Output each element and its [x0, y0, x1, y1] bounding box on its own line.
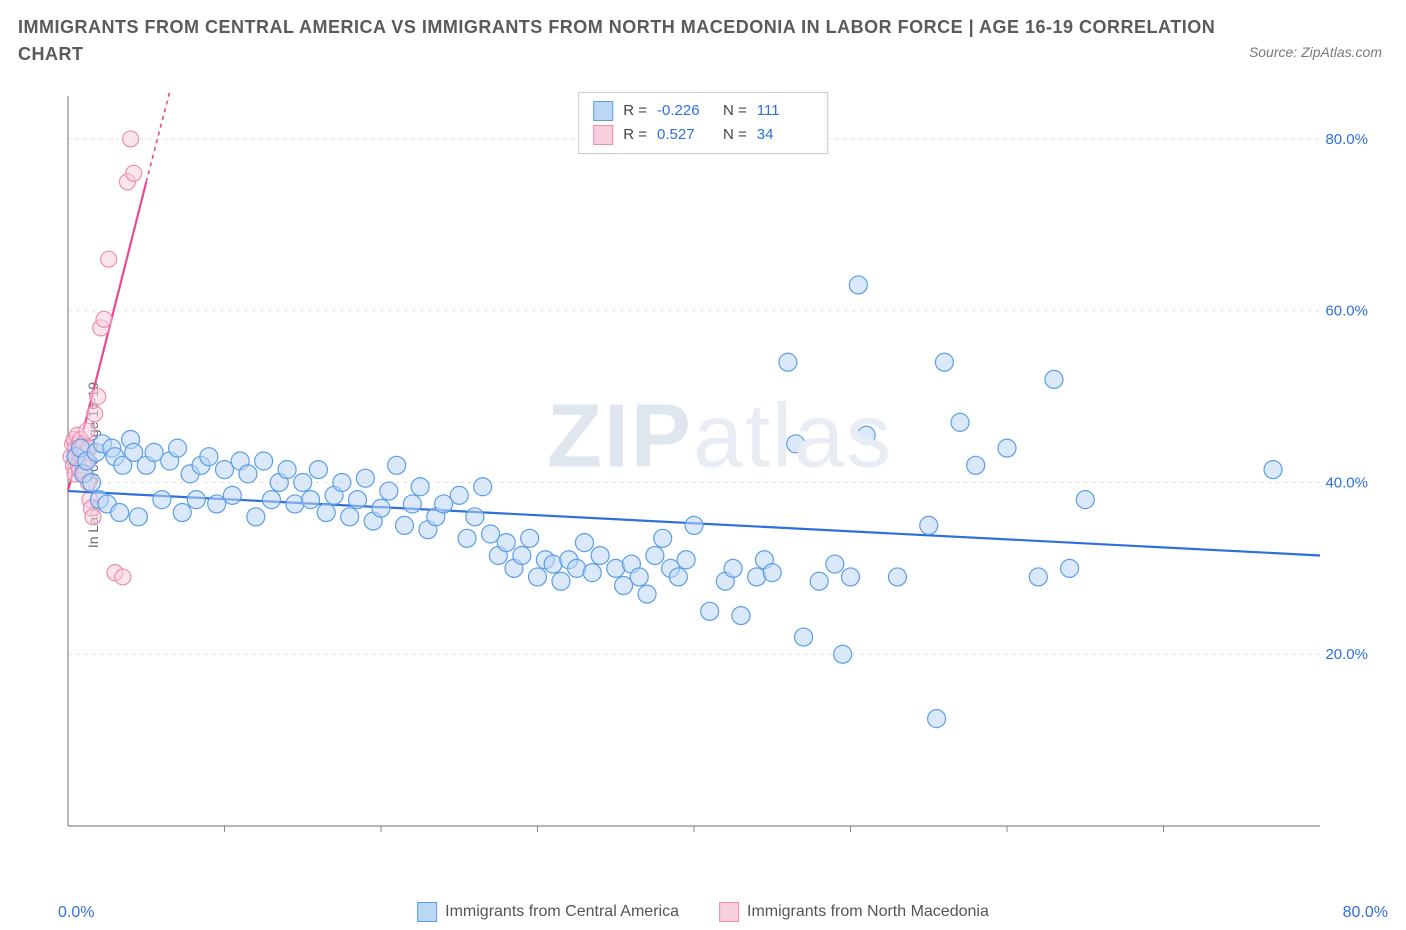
legend-item-series-1: Immigrants from North Macedonia — [719, 902, 989, 922]
legend-n-label: N = — [723, 123, 747, 147]
scatter-chart: 20.0%40.0%60.0%80.0% ZIPatlas — [60, 90, 1380, 860]
legend-swatch-bottom-1 — [719, 902, 739, 922]
svg-text:80.0%: 80.0% — [1325, 131, 1368, 148]
legend-swatch-series-0 — [593, 101, 613, 121]
chart-page: IMMIGRANTS FROM CENTRAL AMERICA VS IMMIG… — [0, 0, 1406, 930]
legend-item-series-0: Immigrants from Central America — [417, 902, 679, 922]
legend-n-label: N = — [723, 99, 747, 123]
x-axis-min-label: 0.0% — [58, 904, 94, 922]
legend-n-value-1: 34 — [757, 123, 813, 147]
legend-r-label: R = — [623, 99, 647, 123]
legend-row-series-0: R = -0.226 N = 111 — [593, 99, 813, 123]
x-axis-max-label: 80.0% — [1343, 904, 1388, 922]
svg-text:40.0%: 40.0% — [1325, 474, 1368, 491]
legend-row-series-1: R = 0.527 N = 34 — [593, 123, 813, 147]
legend-r-value-0: -0.226 — [657, 99, 713, 123]
legend-r-label: R = — [623, 123, 647, 147]
legend-swatch-series-1 — [593, 125, 613, 145]
legend-label-series-0: Immigrants from Central America — [445, 903, 679, 921]
chart-title: IMMIGRANTS FROM CENTRAL AMERICA VS IMMIG… — [18, 14, 1286, 68]
chart-svg: 20.0% 40.0% 60.0% 80.0% — [60, 90, 1380, 860]
legend-n-value-0: 111 — [757, 99, 813, 123]
legend-r-value-1: 0.527 — [657, 123, 713, 147]
svg-text:60.0%: 60.0% — [1325, 303, 1368, 320]
svg-text:20.0%: 20.0% — [1325, 646, 1368, 663]
legend-label-series-1: Immigrants from North Macedonia — [747, 903, 989, 921]
correlation-legend: R = -0.226 N = 111 R = 0.527 N = 34 — [578, 92, 828, 154]
source-attribution: Source: ZipAtlas.com — [1249, 44, 1382, 60]
series-legend: Immigrants from Central America Immigran… — [417, 902, 989, 922]
legend-swatch-bottom-0 — [417, 902, 437, 922]
